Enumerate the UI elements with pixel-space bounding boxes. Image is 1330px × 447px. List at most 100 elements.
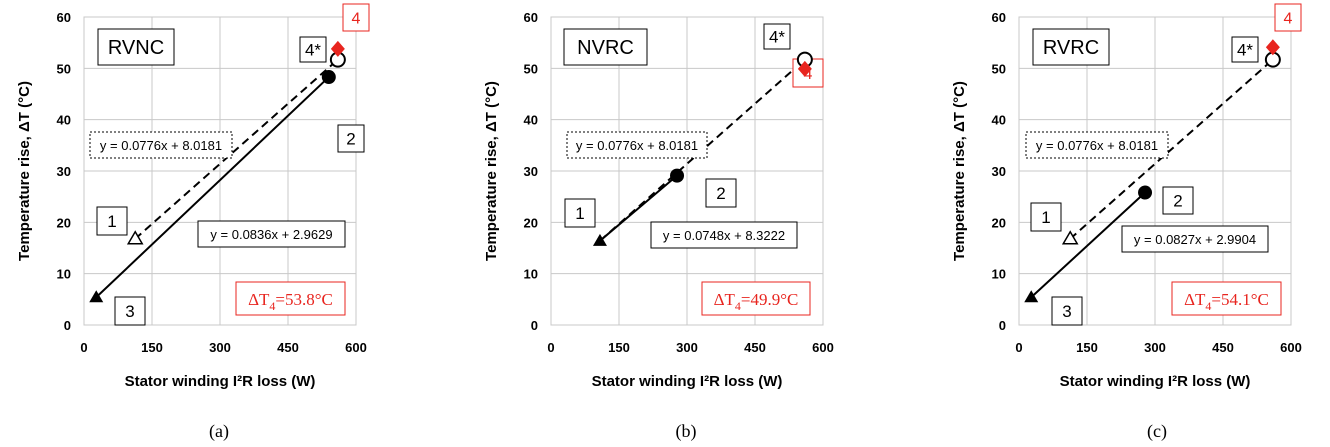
result-subscript: 4 [1205, 299, 1211, 313]
mode-label-box [97, 28, 175, 66]
y-tick-label: 0 [64, 318, 71, 333]
point-label: 1 [107, 212, 116, 231]
point-label-box [1030, 202, 1062, 232]
data-point-filled-circle [321, 70, 336, 85]
x-axis-label: Stator winding I²R loss (W) [125, 373, 316, 390]
x-tick-label: 150 [1076, 340, 1098, 355]
y-tick-label: 20 [524, 215, 538, 230]
y-tick-label: 50 [524, 61, 538, 76]
equation-box-dashed [566, 131, 708, 159]
panel-caption: (b) [676, 421, 697, 442]
panel-caption: (c) [1147, 421, 1167, 442]
result-prefix: ΔT [1184, 290, 1206, 309]
result-text: ΔT4=49.9°C [714, 290, 799, 313]
y-tick-label: 30 [992, 164, 1006, 179]
result-prefix: ΔT [714, 290, 736, 309]
point-label: 2 [716, 184, 725, 203]
point-label-box [763, 23, 791, 50]
x-tick-label: 450 [277, 340, 299, 355]
x-tick-label: 600 [345, 340, 367, 355]
point-label: 1 [575, 204, 584, 223]
fit-line-solid [95, 76, 330, 299]
fit-line-dashed [1069, 58, 1274, 240]
x-tick-label: 300 [1144, 340, 1166, 355]
point-label-box [299, 36, 327, 63]
data-point-red-diamond [1265, 39, 1280, 56]
equation-solid: y = 0.0748x + 8.3222 [663, 228, 785, 243]
mode-label: NVRC [577, 37, 634, 59]
data-point-open-triangle [126, 230, 144, 245]
result-box [235, 281, 346, 316]
x-tick-label: 150 [141, 340, 163, 355]
y-tick-label: 10 [57, 267, 71, 282]
x-tick-label: 150 [608, 340, 630, 355]
result-prefix: ΔT [248, 290, 270, 309]
y-tick-label: 20 [57, 215, 71, 230]
point-label: 4 [352, 11, 361, 28]
point-label: 3 [125, 302, 134, 321]
mode-label: RVNC [108, 37, 164, 59]
x-tick-label: 600 [812, 340, 834, 355]
equation-box-solid [1121, 225, 1269, 253]
result-value: =49.9°C [741, 290, 798, 309]
x-tick-label: 450 [744, 340, 766, 355]
equation-box-dashed [1025, 131, 1169, 159]
plot-frame [83, 16, 357, 326]
data-point-red-diamond [797, 60, 812, 77]
y-axis-label: Temperature rise, ΔT (°C) [16, 81, 33, 261]
data-point-filled-triangle [592, 233, 607, 246]
result-subscript: 4 [269, 299, 275, 313]
equation-solid: y = 0.0827x + 2.9904 [1134, 232, 1256, 247]
point-label-box [705, 178, 737, 208]
mode-label-box [563, 28, 648, 66]
point-label-box [1274, 3, 1302, 32]
y-tick-label: 40 [992, 113, 1006, 128]
y-tick-label: 60 [57, 10, 71, 25]
y-tick-label: 50 [57, 61, 71, 76]
data-point-open-triangle [1061, 230, 1079, 245]
point-label-box [564, 198, 596, 228]
y-tick-label: 40 [57, 113, 71, 128]
x-axis-label: Stator winding I²R loss (W) [1060, 373, 1251, 390]
plot-frame [550, 16, 824, 326]
point-label: 4* [1237, 41, 1253, 60]
y-tick-label: 30 [57, 164, 71, 179]
y-tick-label: 20 [992, 215, 1006, 230]
result-value: =53.8°C [275, 290, 332, 309]
result-box [1171, 281, 1282, 316]
result-box [701, 281, 811, 316]
fit-line-solid [1030, 191, 1146, 299]
panel-caption: (a) [209, 421, 229, 442]
equation-dashed: y = 0.0776x + 8.0181 [576, 138, 698, 153]
mode-label-box [1032, 28, 1110, 66]
y-tick-label: 40 [524, 113, 538, 128]
plot-frame [1018, 16, 1292, 326]
point-label: 3 [1062, 302, 1071, 321]
point-label: 2 [346, 130, 355, 149]
y-tick-label: 10 [992, 267, 1006, 282]
x-tick-label: 0 [80, 340, 87, 355]
y-tick-label: 50 [992, 61, 1006, 76]
mode-label: RVRC [1043, 37, 1099, 59]
x-tick-label: 300 [209, 340, 231, 355]
data-point-red-diamond [330, 40, 345, 57]
y-tick-label: 10 [524, 267, 538, 282]
y-tick-label: 0 [999, 318, 1006, 333]
point-label-box [114, 296, 146, 326]
equation-box-solid [650, 221, 798, 249]
y-axis-label: Temperature rise, ΔT (°C) [483, 81, 500, 261]
point-label-box [1162, 186, 1194, 215]
result-value: =54.1°C [1211, 290, 1268, 309]
y-axis-label: Temperature rise, ΔT (°C) [951, 81, 968, 261]
equation-box-solid [197, 220, 346, 248]
point-label: 4 [804, 66, 813, 83]
data-point-filled-circle [670, 168, 685, 183]
data-point-filled-triangle [1024, 290, 1039, 303]
data-point-filled-triangle [89, 290, 104, 303]
result-subscript: 4 [735, 299, 741, 313]
equation-box-dashed [89, 131, 233, 159]
point-label-box [337, 124, 365, 153]
equation-dashed: y = 0.0776x + 8.0181 [1036, 138, 1158, 153]
